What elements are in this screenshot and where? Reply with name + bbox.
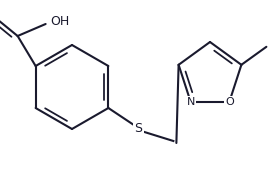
Text: OH: OH bbox=[50, 15, 69, 27]
Text: S: S bbox=[134, 122, 142, 134]
Text: N: N bbox=[186, 97, 195, 107]
Text: O: O bbox=[225, 97, 234, 107]
